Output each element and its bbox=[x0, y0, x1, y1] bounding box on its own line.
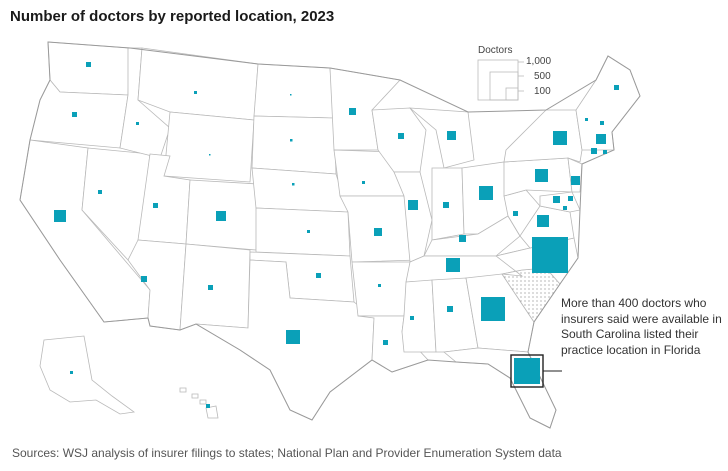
marker-iowa bbox=[362, 181, 365, 184]
source-note: Sources: WSJ analysis of insurer filings… bbox=[12, 446, 562, 460]
state-mississippi bbox=[401, 279, 437, 353]
marker-louisiana bbox=[383, 340, 388, 345]
marker-illinois bbox=[408, 200, 418, 210]
marker-maryland bbox=[553, 196, 560, 203]
marker-missouri bbox=[374, 228, 382, 236]
marker-arkansas bbox=[378, 284, 381, 287]
marker-vermont bbox=[585, 118, 588, 121]
marker-hawaii bbox=[206, 404, 210, 408]
state-washington bbox=[47, 41, 131, 96]
state-nebraska bbox=[251, 167, 349, 213]
marker-washington bbox=[86, 62, 91, 67]
marker-ohio bbox=[479, 186, 493, 200]
marker-florida bbox=[514, 358, 540, 384]
marker-california bbox=[54, 210, 66, 222]
marker-oklahoma bbox=[316, 273, 321, 278]
state-arkansas bbox=[351, 261, 411, 317]
marker-indiana bbox=[443, 202, 449, 208]
marker-west-virginia bbox=[513, 211, 518, 216]
state-new-mexico bbox=[179, 243, 251, 331]
state-hawaii bbox=[179, 387, 219, 419]
legend-value-500: 500 bbox=[534, 71, 551, 82]
marker-kentucky bbox=[459, 235, 466, 242]
marker-connecticut bbox=[591, 148, 597, 154]
marker-arizona bbox=[141, 276, 147, 282]
doctor-markers bbox=[54, 62, 619, 408]
marker-tennessee bbox=[446, 258, 460, 272]
marker-delaware bbox=[568, 196, 573, 201]
marker-michigan bbox=[447, 131, 456, 140]
state-michigan bbox=[408, 107, 475, 169]
legend-leader-lines bbox=[518, 61, 524, 92]
marker-nevada bbox=[98, 190, 102, 194]
marker-new-york bbox=[553, 131, 567, 145]
marker-rhode-island bbox=[603, 150, 607, 154]
state-montana bbox=[137, 47, 259, 121]
marker-mississippi bbox=[410, 316, 414, 320]
state-kansas bbox=[255, 207, 351, 257]
marker-alaska bbox=[70, 371, 73, 374]
marker-wisconsin bbox=[398, 133, 404, 139]
marker-north-carolina bbox=[532, 237, 568, 273]
state-north-dakota bbox=[253, 63, 335, 119]
marker-nebraska bbox=[292, 183, 295, 186]
marker-new-hampshire bbox=[600, 121, 604, 125]
marker-new-mexico bbox=[208, 285, 213, 290]
marker-minnesota bbox=[349, 108, 356, 115]
marker-south-dakota bbox=[290, 139, 293, 142]
legend-size-boxes bbox=[477, 59, 519, 101]
state-borders bbox=[19, 41, 641, 429]
state-new-york bbox=[503, 109, 583, 163]
marker-virginia bbox=[537, 215, 549, 227]
florida-annotation: More than 400 doctors who insurers said … bbox=[561, 296, 722, 357]
marker-alabama bbox=[447, 306, 453, 312]
marker-wyoming bbox=[209, 154, 211, 156]
marker-dc bbox=[563, 206, 567, 210]
state-south-dakota bbox=[251, 115, 337, 175]
marker-maine bbox=[614, 85, 619, 90]
marker-texas bbox=[286, 330, 300, 344]
legend-title: Doctors bbox=[478, 45, 513, 56]
legend-value-100: 100 bbox=[534, 86, 551, 97]
marker-idaho bbox=[136, 122, 139, 125]
marker-pennsylvania bbox=[535, 169, 548, 182]
marker-montana bbox=[194, 91, 197, 94]
marker-georgia bbox=[481, 297, 505, 321]
us-coastline bbox=[19, 41, 641, 429]
marker-kansas bbox=[307, 230, 310, 233]
chart-title: Number of doctors by reported location, … bbox=[10, 8, 335, 25]
marker-colorado bbox=[216, 211, 226, 221]
marker-new-jersey bbox=[571, 176, 580, 185]
legend-value-1000: 1,000 bbox=[526, 56, 552, 67]
marker-oregon bbox=[72, 112, 77, 117]
marker-north-dakota bbox=[290, 94, 292, 96]
state-wyoming bbox=[163, 111, 255, 183]
marker-utah bbox=[153, 203, 158, 208]
marker-massachusetts bbox=[596, 134, 606, 144]
state-alaska bbox=[39, 335, 136, 415]
